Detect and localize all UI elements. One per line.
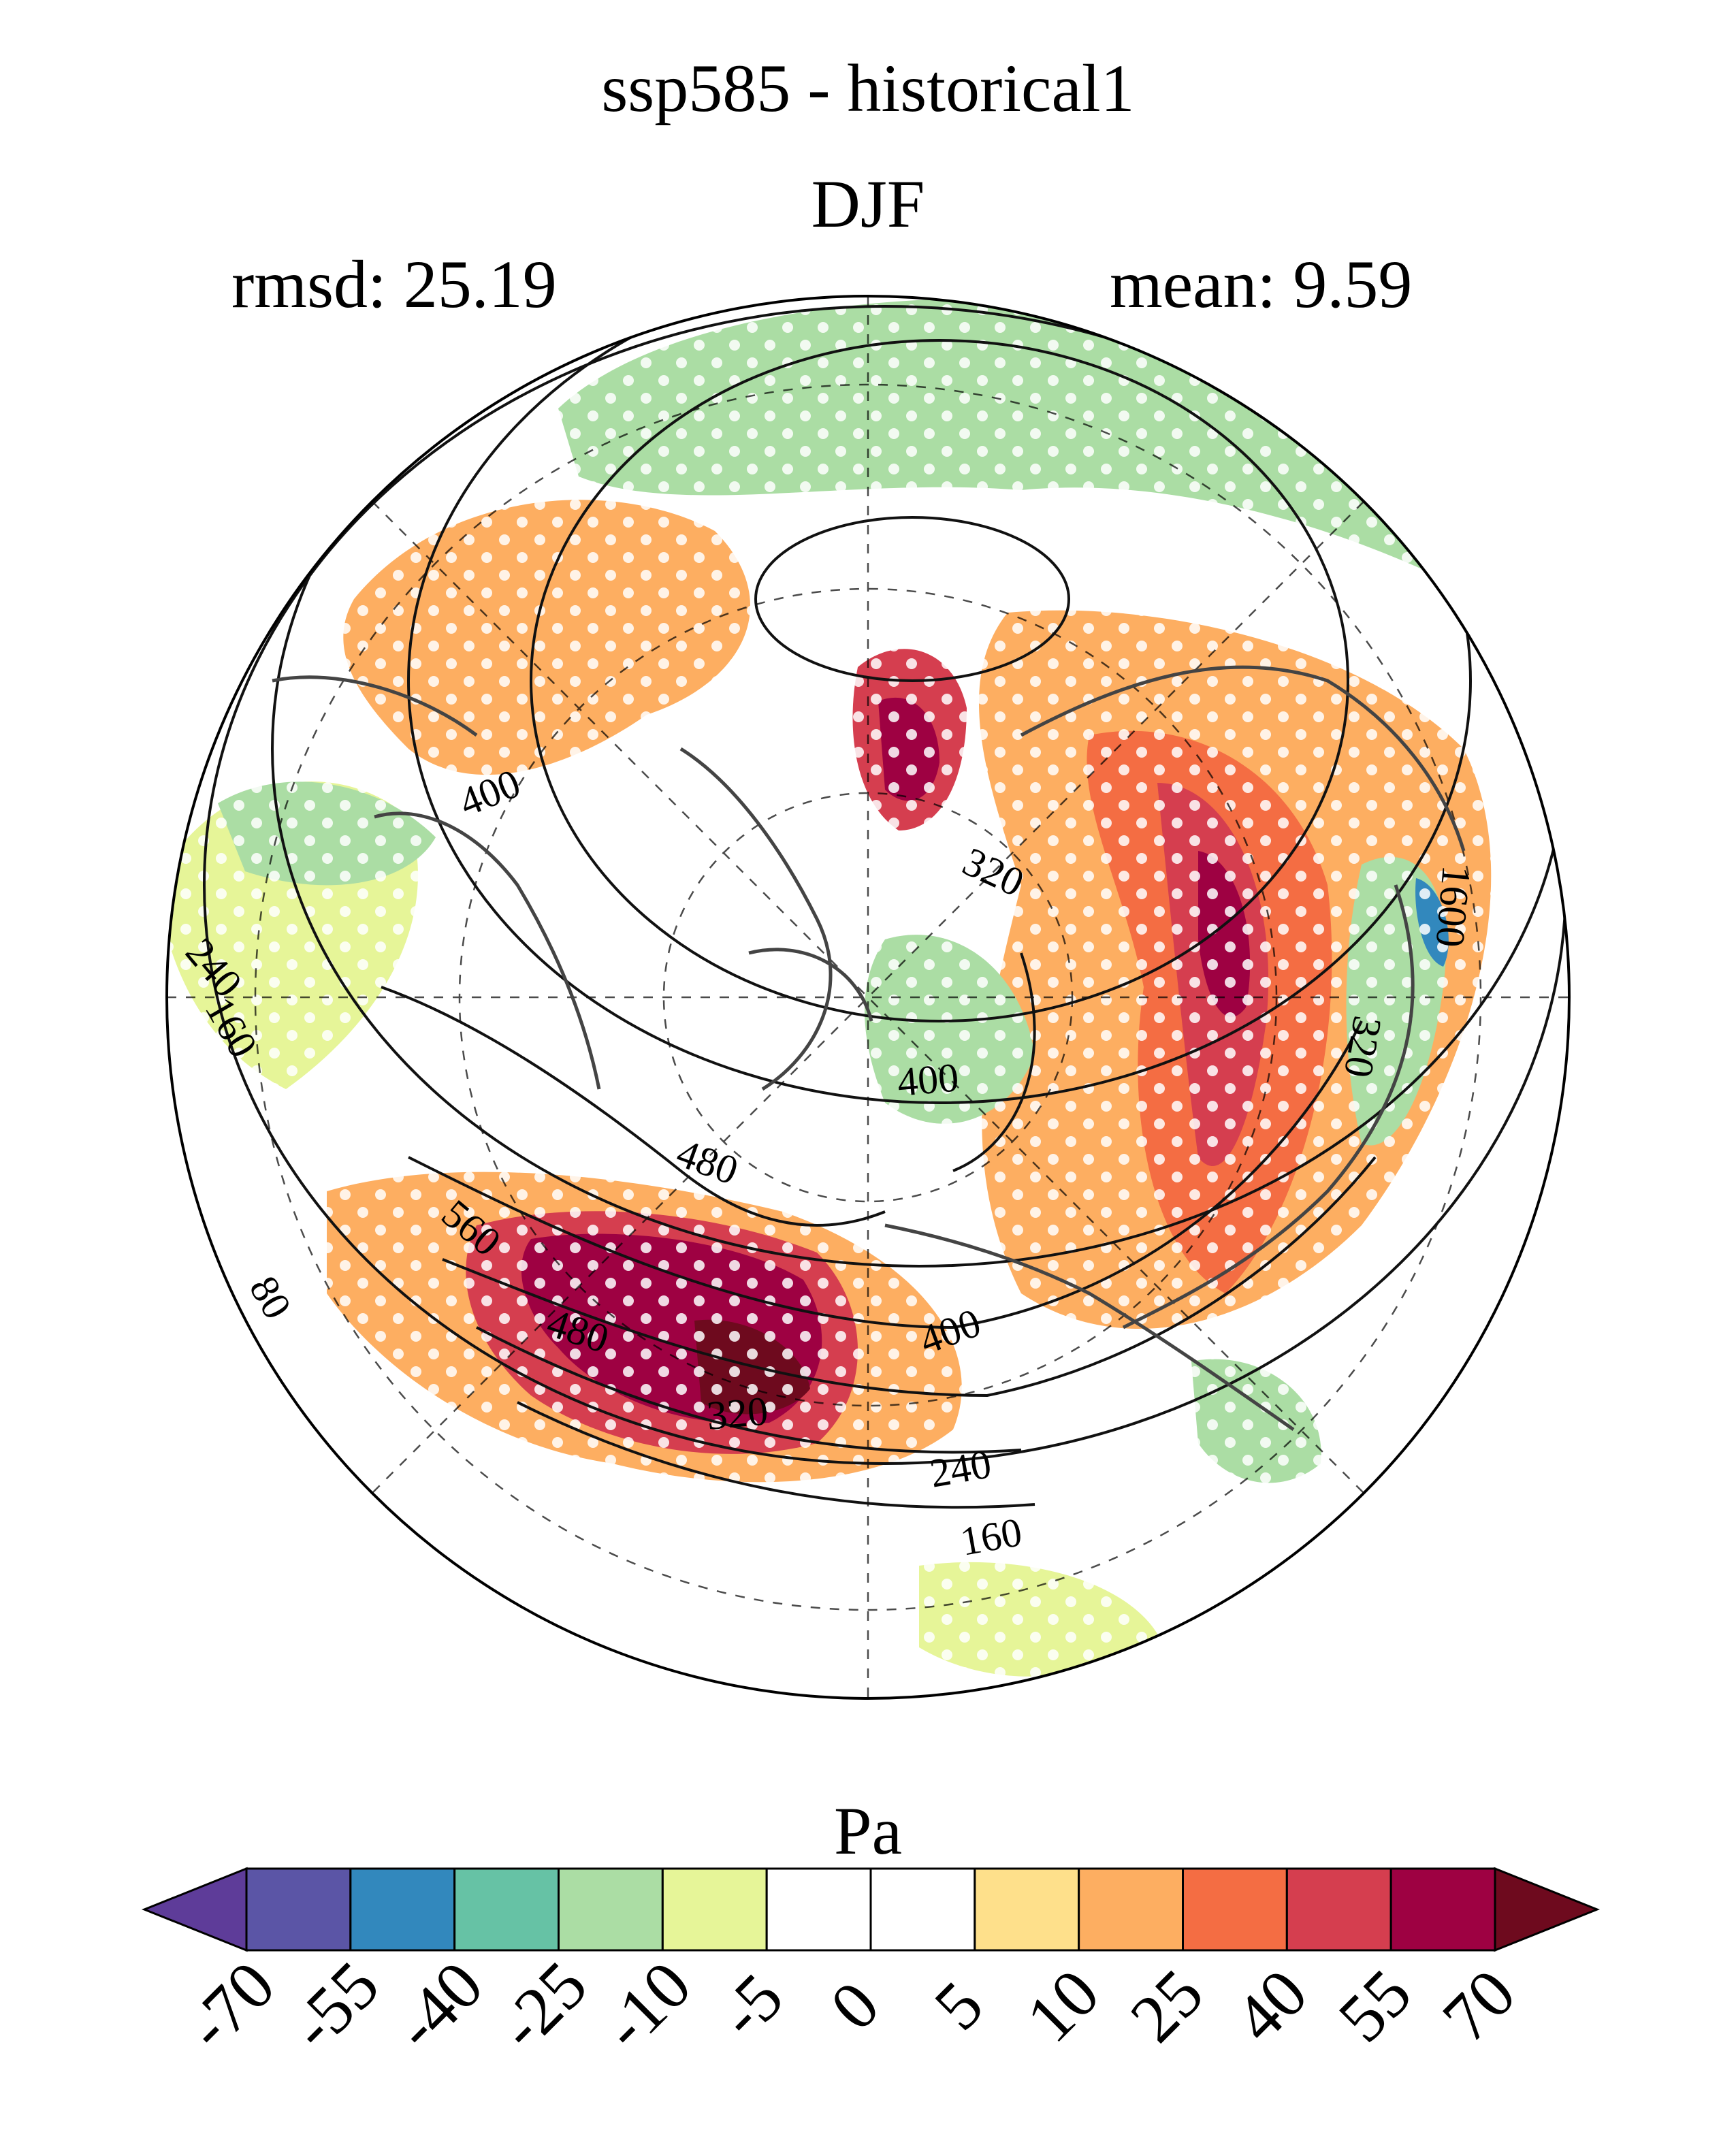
colorbar-tick-label: 10 [1012, 1955, 1113, 2056]
colorbar-box [453, 1867, 560, 1952]
plot-title: ssp585 - historical1 [601, 50, 1135, 126]
colorbar-tick-label: -55 [276, 1947, 393, 2065]
colorbar-box [974, 1867, 1080, 1952]
contour-label: 320 [705, 1388, 769, 1438]
colorbar-tick-label: -70 [172, 1947, 289, 2065]
colorbar-box [1182, 1867, 1288, 1952]
colorbar-tick-label: 55 [1324, 1955, 1426, 2056]
coastlines [272, 665, 1466, 1432]
mean-label: mean: 9.59 [1110, 246, 1413, 322]
colorbar-tick-label: -40 [380, 1947, 498, 2065]
contour-label: 320 [1336, 1013, 1391, 1081]
colorbar-box [1078, 1867, 1184, 1952]
colorbar-tick-label: -5 [704, 1959, 797, 2052]
colorbar-box [765, 1867, 872, 1952]
colorbar-box [869, 1867, 976, 1952]
contour-label: 1600 [1428, 864, 1479, 949]
map-field [167, 296, 1569, 1698]
colorbar-tick-label: 0 [816, 1967, 893, 2044]
plot-subtitle-season: DJF [811, 166, 925, 242]
contour-label: 160 [957, 1509, 1025, 1564]
colorbar-box [245, 1867, 352, 1952]
colorbar-tick-label: 70 [1428, 1955, 1530, 2056]
colorbar-box [558, 1867, 664, 1952]
colorbar-extend-high [1494, 1867, 1601, 1952]
colorbar-box [1285, 1867, 1392, 1952]
colorbar-tick-labels: -70-55-40-25-10-5 0 5 10 25 40 55 70 [172, 1947, 1530, 2065]
colorbar-box [661, 1867, 768, 1952]
colorbar-extend-low [141, 1867, 248, 1952]
colorbar-tick-label: 40 [1220, 1955, 1321, 2056]
colorbar-boxes [141, 1867, 1601, 1952]
contour-label: 240 [927, 1441, 995, 1496]
colorbar-box [349, 1867, 456, 1952]
map-boundary [165, 295, 1571, 1700]
contour-label: 400 [895, 1054, 960, 1105]
colorbar-tick-label: 5 [920, 1967, 997, 2044]
rmsd-label: rmsd: 25.19 [231, 246, 557, 322]
colorbar-units: Pa [834, 1793, 902, 1869]
colorbar-tick-label: 25 [1116, 1955, 1217, 2056]
colorbar-box [1389, 1867, 1496, 1952]
colorbar-tick-label: -25 [483, 1947, 601, 2065]
colorbar-tick-label: -10 [588, 1947, 705, 2065]
